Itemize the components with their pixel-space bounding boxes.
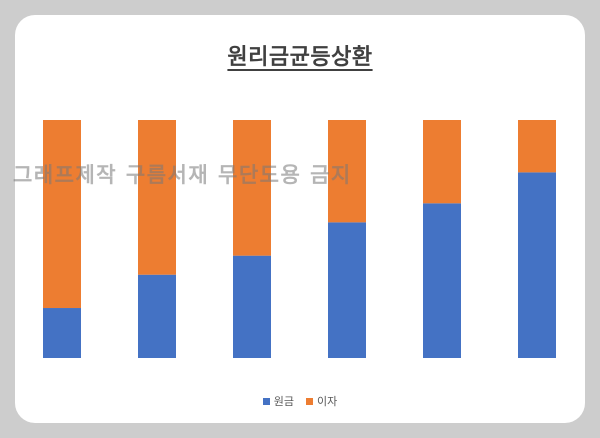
legend-label-principal: 원금 <box>273 395 294 408</box>
bar-principal-3 <box>233 255 271 358</box>
bar-interest-4 <box>328 120 366 223</box>
bar-interest-2 <box>138 120 176 275</box>
legend-swatch-principal <box>262 397 270 405</box>
bar-principal-1 <box>43 308 81 358</box>
legend-swatch-interest <box>306 397 313 405</box>
bar-interest-5 <box>423 120 461 204</box>
bar-principal-5 <box>423 203 461 358</box>
watermark-text: 그래프제작 구름서재 무단도용 금지 <box>13 163 352 187</box>
legend-label-interest: 이자 <box>317 395 338 408</box>
plot-area <box>43 120 556 358</box>
chart-legend: 원금 이자 <box>15 393 585 409</box>
legend-item-principal: 원금 <box>262 393 294 409</box>
chart-card: 원리금균등상환 그래프제작 구름서재 무단도용 금지 원금 이자 <box>13 15 585 423</box>
legend-item-interest: 이자 <box>306 393 337 409</box>
bars-group <box>43 120 556 358</box>
bar-principal-4 <box>328 222 366 358</box>
bar-interest-6 <box>518 120 556 173</box>
bar-interest-3 <box>233 120 271 256</box>
bar-principal-6 <box>518 172 556 358</box>
bar-principal-2 <box>138 274 176 358</box>
bar-interest-1 <box>43 120 81 309</box>
chart-title: 원리금균등상환 <box>227 45 373 70</box>
